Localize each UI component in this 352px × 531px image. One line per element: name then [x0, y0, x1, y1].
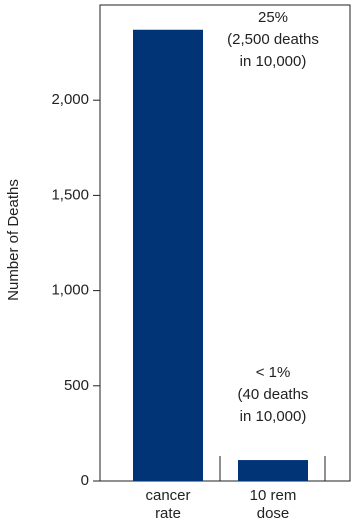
- annotation: in 10,000): [240, 53, 307, 70]
- y-tick-label: 1,500: [51, 186, 89, 203]
- y-tick-label: 1,000: [51, 282, 89, 299]
- y-axis-label: Number of Deaths: [5, 179, 22, 301]
- bar: [238, 460, 308, 481]
- x-tick-label: 10 rem dose: [249, 487, 297, 522]
- x-tick-label: cancer rate: [145, 487, 191, 522]
- y-tick-label: 500: [64, 377, 89, 394]
- annotation: 25%: [258, 9, 288, 26]
- y-tick-label: 0: [81, 472, 89, 489]
- bar: [133, 29, 203, 481]
- plot-frame: [99, 4, 351, 482]
- annotation: in 10,000): [240, 408, 307, 425]
- annotation: (40 deaths: [238, 386, 309, 403]
- y-tick-label: 2,000: [51, 91, 89, 108]
- annotation: < 1%: [256, 364, 291, 381]
- annotation: (2,500 deaths: [227, 31, 319, 48]
